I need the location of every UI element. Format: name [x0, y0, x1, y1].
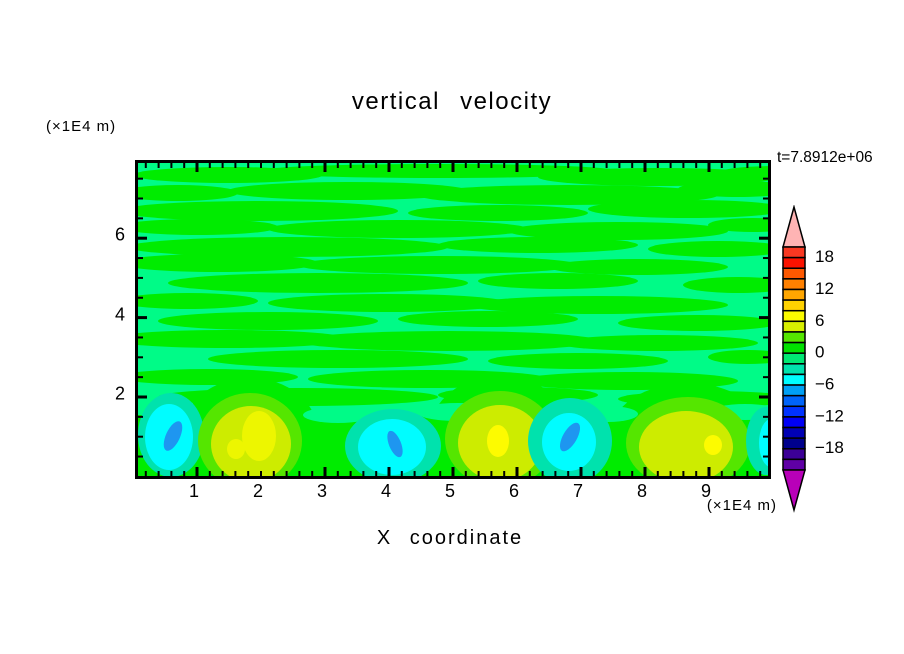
z-axis-unit-label: (×1E4 m)	[46, 118, 117, 135]
z-tick-label: 6	[114, 224, 125, 245]
colorbar-tick-label: 12	[815, 279, 834, 298]
x-tick-label: 8	[636, 481, 647, 501]
contour-plot	[135, 160, 771, 479]
colorbar-tick-label: 6	[815, 311, 824, 330]
x-tick-label: 2	[252, 481, 263, 501]
colorbar-tick-label: −12	[815, 406, 844, 425]
colorbar-tick-label: −6	[815, 375, 834, 394]
x-tick-label: 3	[316, 481, 327, 501]
timestamp-label: t=7.8912e+06	[777, 149, 873, 166]
colorbar-tick-label: 0	[815, 343, 824, 362]
x-axis-unit-label: (×1E4 m)	[706, 497, 777, 514]
z-tick-label: 4	[114, 304, 125, 325]
colorbar-tick-label: −18	[815, 438, 844, 457]
x-tick-label: 6	[508, 481, 519, 501]
x-tick-label: 7	[572, 481, 583, 501]
x-tick-label: 5	[444, 481, 455, 501]
x-tick-label: 9	[700, 481, 711, 501]
colorbar-tick-label: 18	[815, 247, 834, 266]
z-tick-label: 2	[114, 383, 125, 404]
plot-title: vertical velocity	[351, 88, 553, 115]
x-axis-title: X coordinate	[376, 527, 524, 549]
x-tick-label: 1	[188, 481, 199, 501]
x-tick-label: 4	[380, 481, 391, 501]
colorbar: 18 12 6 0 −6 −12 −18	[782, 205, 844, 513]
